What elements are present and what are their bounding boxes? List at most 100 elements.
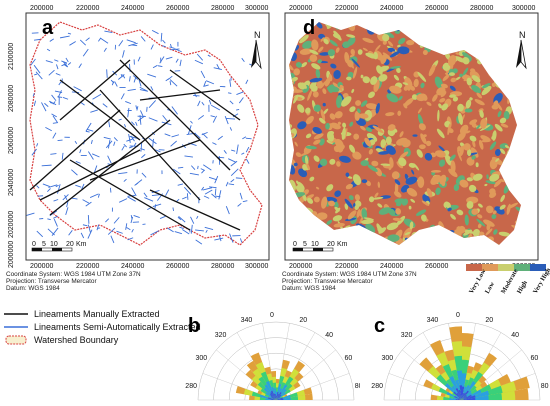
tick-label: 260000 <box>425 263 448 270</box>
semi-auto-lineament <box>246 138 252 139</box>
rose-diagram-b: 340320300280020406080b <box>180 300 360 401</box>
rose-angle-label: 20 <box>485 317 493 324</box>
tick-label: 2020000 <box>8 211 15 238</box>
tick-label: 220000 <box>76 5 99 12</box>
panel-a-svg: 200000 220000 240000 260000 280000 30000… <box>0 0 275 270</box>
svg-text:0: 0 <box>32 241 36 248</box>
tick-label: 220000 <box>76 263 99 270</box>
rose-angle-label: 20 <box>299 317 307 324</box>
svg-text:Km: Km <box>337 241 348 248</box>
rose-angle-label: 300 <box>382 355 394 362</box>
semi-auto-lineament <box>107 69 108 77</box>
class-color-bar <box>466 264 546 271</box>
svg-text:N: N <box>519 30 526 40</box>
lineament-legend: Lineaments Manually Extracted Lineaments… <box>4 308 204 346</box>
semi-auto-lineament <box>110 188 111 193</box>
svg-text:10: 10 <box>50 241 58 248</box>
raster-patch <box>275 65 286 76</box>
svg-text:10: 10 <box>311 241 319 248</box>
rose-angle-label: 320 <box>215 332 227 339</box>
rose-angle-label: 340 <box>241 317 253 324</box>
tick-label: 220000 <box>335 5 358 12</box>
tick-label: 240000 <box>121 5 144 12</box>
class-label: Low <box>484 281 496 295</box>
svg-text:5: 5 <box>303 241 307 248</box>
tick-label: 240000 <box>121 263 144 270</box>
tick-label: 200000 <box>30 5 53 12</box>
projection-text: Projection: Transverse Mercator <box>282 278 482 285</box>
semi-auto-lineament <box>236 109 239 110</box>
tick-label: 2080000 <box>8 85 15 112</box>
panel-d-svg: 200000 220000 240000 260000 280000 30000… <box>275 0 550 270</box>
tick-label: 2000000 <box>8 241 15 268</box>
tick-label: 2100000 <box>8 43 15 70</box>
rose-angle-label: 60 <box>530 355 538 362</box>
panel-letter-a: a <box>42 17 54 39</box>
class-label: High <box>516 280 529 295</box>
panel-a: 200000 220000 240000 260000 280000 30000… <box>0 0 275 270</box>
tick-label: 200000 <box>30 263 53 270</box>
tick-label: 260000 <box>425 5 448 12</box>
raster-patch <box>419 144 426 149</box>
semi-auto-lineament <box>226 118 235 119</box>
tick-label: 200000 <box>289 263 312 270</box>
semi-line-icon <box>4 324 28 330</box>
tick-label: 240000 <box>380 5 403 12</box>
legend-item-semi: Lineaments Semi-Automatically Extracted <box>4 321 204 333</box>
rose-angle-label: 0 <box>456 312 460 319</box>
svg-text:20: 20 <box>327 241 335 248</box>
panel-letter-c: c <box>374 315 385 337</box>
coord-system-text: Coordinate System: WGS 1984 UTM Zone 37N <box>282 271 482 278</box>
rose-angle-label: 60 <box>344 355 352 362</box>
rose-angle-label: 80 <box>541 383 549 390</box>
semi-auto-lineament <box>88 215 89 224</box>
svg-text:20: 20 <box>66 241 74 248</box>
tick-label: 280000 <box>470 5 493 12</box>
svg-text:5: 5 <box>42 241 46 248</box>
rose-angle-label: 300 <box>196 355 208 362</box>
tick-label: 200000 <box>289 5 312 12</box>
semi-auto-lineament <box>187 193 188 200</box>
rose-angle-label: 40 <box>325 332 333 339</box>
panel-letter-d: d <box>303 17 315 39</box>
tick-label: 260000 <box>166 263 189 270</box>
manual-line-icon <box>4 311 28 317</box>
rose-angle-label: 80 <box>355 383 360 390</box>
panel-letter-b: b <box>188 315 200 337</box>
tick-label: 300000 <box>512 5 535 12</box>
datum-text: Datum: WGS 1984 <box>6 285 206 292</box>
tick-label: 2040000 <box>8 169 15 196</box>
svg-text:0: 0 <box>293 241 297 248</box>
tick-label: 220000 <box>335 263 358 270</box>
semi-auto-lineament <box>215 188 216 195</box>
tick-label: 280000 <box>211 263 234 270</box>
map-metadata-a: Coordinate System: WGS 1984 UTM Zone 37N… <box>6 271 206 292</box>
tick-label: 300000 <box>245 263 268 270</box>
map-metadata-d: Coordinate System: WGS 1984 UTM Zone 37N… <box>282 271 482 292</box>
rose-angle-label: 280 <box>371 383 383 390</box>
semi-auto-lineament <box>198 166 199 169</box>
raster-patch <box>471 209 478 215</box>
tick-label: 240000 <box>380 263 403 270</box>
legend-item-manual: Lineaments Manually Extracted <box>4 308 204 320</box>
rose-angle-label: 0 <box>270 312 274 319</box>
tick-label: 300000 <box>245 5 268 12</box>
rose-b-svg: 340320300280020406080b <box>180 300 360 401</box>
tick-label: 280000 <box>211 5 234 12</box>
raster-patch <box>279 96 284 101</box>
class-label: Very High <box>532 267 550 295</box>
rose-angle-label: 40 <box>511 332 519 339</box>
coord-system-text: Coordinate System: WGS 1984 UTM Zone 37N <box>6 271 206 278</box>
semi-auto-lineament <box>236 178 242 179</box>
raster-patch <box>277 211 283 219</box>
watershed-symbol-icon <box>4 335 28 345</box>
raster-patch <box>277 190 284 198</box>
raster-patch <box>278 51 284 57</box>
datum-text: Datum: WGS 1984 <box>282 285 482 292</box>
northing-ticks-a: 2100000 2080000 2060000 2040000 2020000 … <box>8 43 15 268</box>
tick-label: 260000 <box>166 5 189 12</box>
semi-auto-lineament <box>53 123 57 124</box>
projection-text: Projection: Transverse Mercator <box>6 278 206 285</box>
rose-angle-label: 340 <box>427 317 439 324</box>
